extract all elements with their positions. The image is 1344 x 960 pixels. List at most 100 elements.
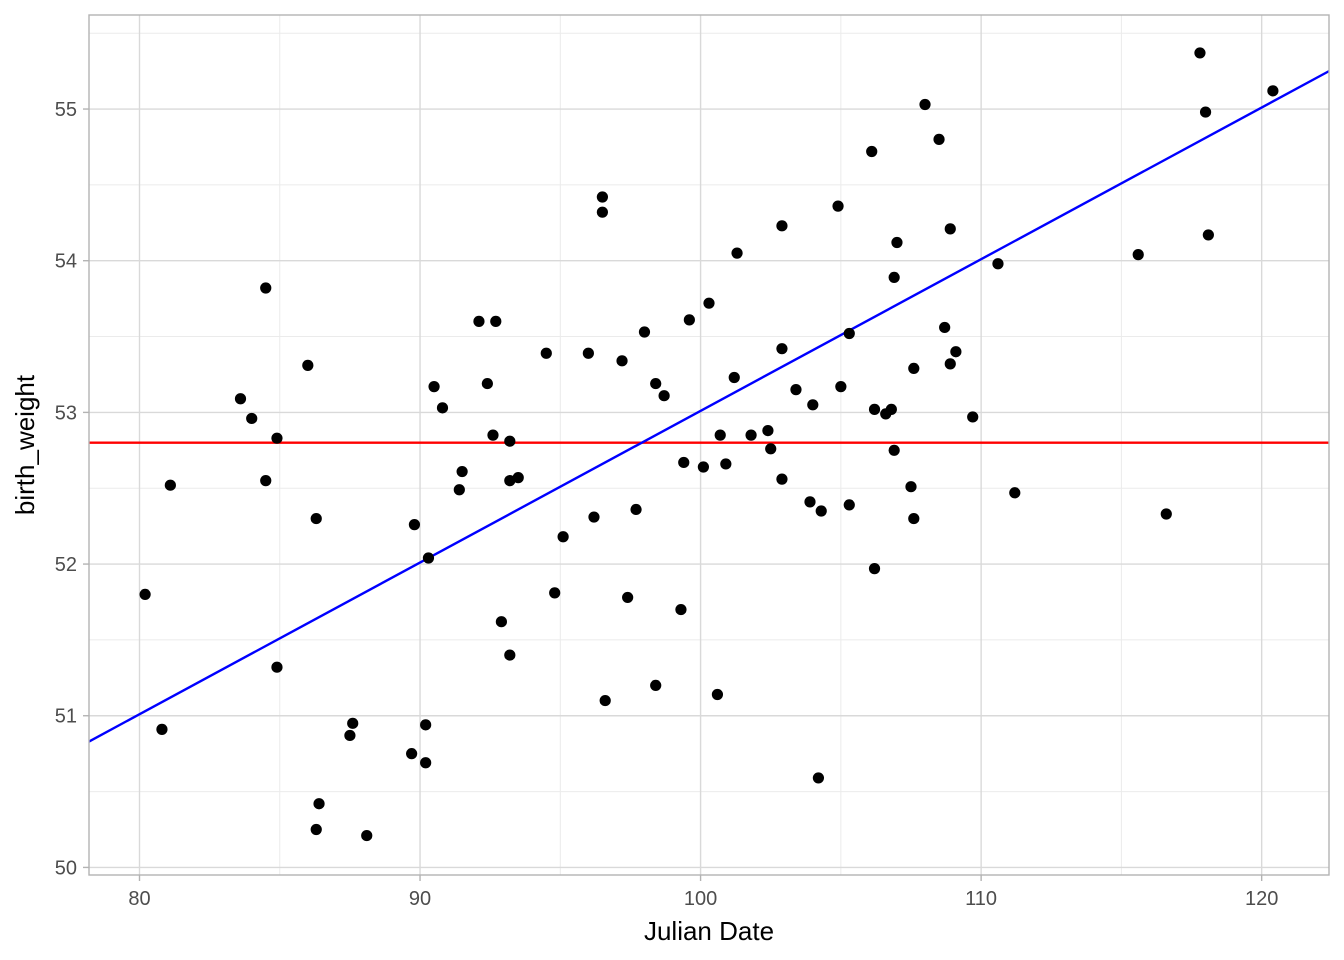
- data-point: [678, 456, 690, 469]
- data-points: [139, 47, 1279, 842]
- data-point: [804, 496, 816, 508]
- data-point: [967, 411, 979, 423]
- data-point: [347, 717, 359, 729]
- data-point: [832, 200, 844, 212]
- data-point: [310, 512, 322, 525]
- data-point: [908, 512, 920, 525]
- data-point: [456, 465, 468, 478]
- data-point: [420, 719, 432, 731]
- data-point: [1160, 508, 1172, 520]
- data-point: [939, 321, 951, 334]
- data-point: [495, 616, 507, 628]
- data-point: [815, 505, 827, 517]
- data-point: [885, 403, 897, 415]
- data-point: [246, 412, 258, 425]
- data-point: [776, 343, 788, 355]
- regression-line: [88, 70, 1330, 743]
- data-point: [599, 694, 611, 707]
- data-point: [650, 377, 662, 390]
- data-point: [1132, 249, 1144, 261]
- data-point: [406, 748, 418, 760]
- y-tick-label: 53: [55, 402, 77, 424]
- data-point: [720, 458, 732, 470]
- data-point: [582, 347, 594, 359]
- data-point: [622, 591, 634, 604]
- data-point: [504, 649, 516, 661]
- data-point: [596, 191, 608, 203]
- data-point: [728, 371, 740, 384]
- data-point: [944, 223, 956, 235]
- data-point: [1009, 487, 1021, 499]
- data-point: [630, 503, 642, 516]
- data-point: [512, 472, 524, 484]
- data-point: [1194, 47, 1206, 59]
- data-point: [658, 390, 670, 402]
- data-point: [361, 829, 373, 842]
- data-point: [234, 393, 247, 405]
- data-point: [888, 271, 900, 283]
- y-axis-title: birth_weight: [10, 374, 40, 515]
- data-point: [344, 729, 356, 742]
- data-point: [481, 377, 493, 390]
- data-point: [260, 282, 272, 294]
- data-point: [868, 563, 881, 575]
- data-point: [540, 347, 552, 359]
- data-point: [1267, 85, 1279, 97]
- data-point: [697, 461, 709, 473]
- data-point: [843, 499, 855, 511]
- y-tick-label: 55: [55, 99, 77, 121]
- data-point: [302, 359, 314, 371]
- data-point: [919, 98, 931, 111]
- data-point: [950, 346, 962, 358]
- data-point: [271, 432, 283, 444]
- data-point: [420, 757, 432, 769]
- data-point: [504, 475, 516, 487]
- x-tick-label: 110: [965, 888, 997, 910]
- data-point: [675, 603, 687, 616]
- data-point: [891, 236, 903, 249]
- data-point: [650, 679, 662, 692]
- data-point: [260, 475, 272, 487]
- data-point: [638, 326, 651, 338]
- minor-gridlines: [89, 15, 1329, 875]
- major-gridlines: [89, 15, 1329, 875]
- data-point: [711, 688, 724, 701]
- data-point: [310, 823, 322, 836]
- data-point: [422, 552, 435, 564]
- data-point: [453, 484, 465, 496]
- data-point: [908, 362, 920, 375]
- data-point: [549, 587, 561, 599]
- data-point: [714, 429, 726, 441]
- data-point: [762, 424, 774, 437]
- data-point: [588, 511, 600, 523]
- data-point: [1202, 229, 1214, 241]
- data-point: [765, 443, 777, 455]
- data-point: [703, 297, 715, 309]
- data-point: [868, 403, 881, 415]
- reference-lines: [88, 70, 1330, 743]
- data-point: [807, 399, 819, 411]
- y-tick-label: 50: [55, 857, 77, 879]
- data-point: [408, 519, 421, 531]
- data-point: [776, 473, 788, 485]
- data-point: [944, 358, 956, 370]
- data-point: [313, 798, 325, 810]
- data-point: [776, 220, 788, 232]
- data-point: [843, 327, 855, 340]
- x-tick-label: 100: [684, 888, 717, 910]
- data-point: [164, 479, 176, 491]
- y-axis-ticks: 50 51 52 53 54 55: [55, 99, 89, 879]
- data-point: [835, 381, 847, 393]
- data-point: [812, 772, 825, 784]
- data-point: [905, 481, 917, 493]
- x-tick-label: 80: [128, 888, 150, 910]
- data-point: [866, 145, 878, 158]
- data-point: [490, 315, 502, 327]
- data-point: [156, 723, 168, 735]
- x-axis-title: Julian Date: [644, 916, 774, 946]
- data-point: [616, 355, 628, 367]
- data-point: [428, 381, 440, 393]
- data-point: [992, 258, 1004, 270]
- data-point: [683, 314, 695, 326]
